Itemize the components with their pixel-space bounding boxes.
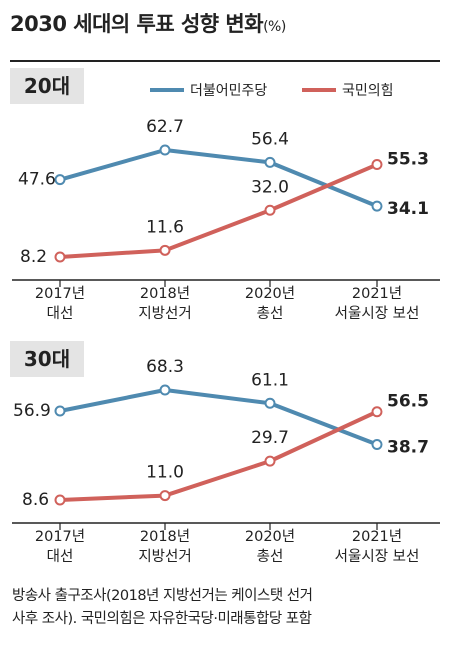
title-divider [10, 60, 440, 62]
x-tick-label: 대선 [47, 548, 74, 565]
x-tick-label: 2021년 [352, 528, 402, 545]
data-point [54, 251, 66, 263]
legend-item-ppp: 국민의힘 [302, 80, 394, 100]
data-label: 62.7 [146, 117, 184, 137]
legend-item-democratic: 더불어민주당 [150, 80, 267, 100]
data-point [54, 494, 66, 506]
data-label: 56.5 [387, 392, 429, 412]
x-tick-label: 서울시장 보선 [335, 548, 420, 565]
x-tick-label: 총선 [257, 305, 284, 322]
series-line [59, 148, 378, 209]
data-point [159, 384, 171, 396]
data-point [371, 200, 383, 212]
data-label: 56.9 [13, 401, 51, 421]
data-label: 8.2 [20, 247, 47, 267]
x-tick-label: 2017년 [35, 285, 85, 302]
data-point [264, 397, 276, 409]
data-label: 56.4 [251, 129, 289, 149]
legend-swatch-red [302, 88, 336, 92]
x-tick-label: 2020년 [245, 285, 295, 302]
series-line [59, 162, 378, 259]
x-tick-label: 서울시장 보선 [335, 305, 420, 322]
footnote-line-1: 방송사 출구조사(2018년 지방선거는 케이스탯 선거 [12, 588, 313, 604]
data-point [264, 204, 276, 216]
footnote-line-2: 사후 조사). 국민의힘은 자유한국당·미래통합당 포함 [12, 611, 312, 627]
x-tick-label: 총선 [257, 548, 284, 565]
data-point [54, 174, 66, 186]
title-unit: (%) [263, 19, 286, 35]
data-point [54, 405, 66, 417]
x-tick-label: 2021년 [352, 285, 402, 302]
data-point [159, 490, 171, 502]
data-label: 29.7 [251, 428, 289, 448]
x-tick-label: 2018년 [140, 285, 190, 302]
data-label: 32.0 [251, 177, 289, 197]
panel-label: 30대 [24, 347, 70, 371]
data-label: 34.1 [387, 199, 429, 219]
x-tick-label: 2018년 [140, 528, 190, 545]
data-point [371, 406, 383, 418]
legend-label: 국민의힘 [342, 83, 394, 99]
data-label: 55.3 [387, 150, 429, 170]
title-text: 2030 세대의 투표 성향 변화 [10, 12, 264, 36]
panel-label: 20대 [24, 74, 70, 98]
series-line [59, 388, 378, 447]
x-tick-label: 지방선거 [138, 548, 191, 565]
data-point [264, 455, 276, 467]
x-tick-label: 지방선거 [138, 305, 191, 322]
footnote: 방송사 출구조사(2018년 지방선거는 케이스탯 선거 사후 조사). 국민의… [12, 585, 442, 631]
data-point [159, 244, 171, 256]
legend-swatch-blue [150, 88, 184, 92]
x-tick-label: 2017년 [35, 528, 85, 545]
series-line [59, 409, 378, 502]
panel-label-box [10, 68, 84, 104]
data-label: 38.7 [387, 438, 429, 458]
data-label: 68.3 [146, 357, 184, 377]
data-label: 47.6 [18, 170, 56, 190]
chart-title: 2030 세대의 투표 성향 변화(%) [10, 8, 286, 38]
data-label: 11.6 [146, 217, 184, 237]
data-label: 11.0 [146, 463, 184, 483]
data-point [371, 159, 383, 171]
data-label: 8.6 [22, 490, 49, 510]
legend-label: 더불어민주당 [190, 83, 268, 99]
data-point [371, 439, 383, 451]
data-point [159, 144, 171, 156]
x-tick-label: 대선 [47, 305, 74, 322]
data-point [264, 156, 276, 168]
x-tick-label: 2020년 [245, 528, 295, 545]
data-label: 61.1 [251, 370, 289, 390]
panel-label-box [10, 341, 84, 377]
